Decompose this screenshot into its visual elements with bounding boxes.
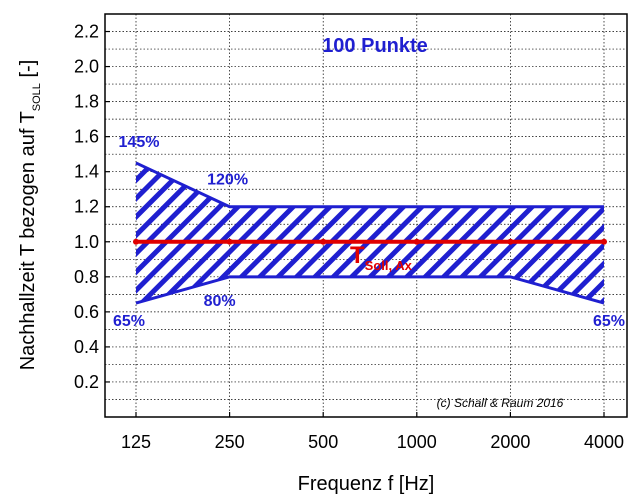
y-tick-label: 2.0 <box>74 57 99 77</box>
lower-bound-line <box>135 275 605 305</box>
y-tick-label: 1.6 <box>74 127 99 147</box>
percent-label: 145% <box>119 134 160 151</box>
y-tick-label: 0.2 <box>74 372 99 392</box>
tolerance-band <box>135 161 605 305</box>
x-tick-label: 500 <box>308 432 338 452</box>
reference-point <box>226 238 233 245</box>
y-tick-label: 0.4 <box>74 337 99 357</box>
x-tick-label: 2000 <box>490 432 530 452</box>
reference-point <box>507 238 514 245</box>
x-tick-label: 4000 <box>584 432 624 452</box>
y-tick-label: 1.0 <box>74 232 99 252</box>
reference-series <box>133 238 607 245</box>
chart-title: 100 Punkte <box>322 35 428 57</box>
y-tick-label: 0.8 <box>74 267 99 287</box>
x-axis-title: Frequenz f [Hz] <box>298 473 435 495</box>
x-tick-label: 1000 <box>397 432 437 452</box>
x-tick-label: 250 <box>215 432 245 452</box>
y-tick-label: 1.4 <box>74 162 99 182</box>
reference-point <box>601 238 607 245</box>
y-axis-title: Nachhallzeit T bezogen auf TSOLL [-] <box>17 60 43 371</box>
percent-label: 65% <box>593 313 625 330</box>
y-tick-label: 0.6 <box>74 302 99 322</box>
reference-label: TSoll, Ax <box>350 242 413 273</box>
reference-point <box>413 238 420 245</box>
y-tick-label: 1.2 <box>74 197 99 217</box>
axis-ticks: 125 250 500 1000 2000 4000 0.2 0.4 0.6 0.8 1.0 1.2 1… <box>74 22 624 452</box>
reference-point <box>133 238 139 245</box>
percent-label: 65% <box>113 313 145 330</box>
y-tick-label: 2.2 <box>74 22 99 42</box>
percent-label: 80% <box>204 293 236 310</box>
tolerance-band-fill <box>136 162 604 304</box>
y-tick-label: 1.8 <box>74 92 99 112</box>
x-tick-label: 125 <box>121 432 151 452</box>
grid <box>105 14 627 417</box>
reference-point <box>320 238 327 245</box>
copyright-note: (c) Schall & Raum 2016 <box>437 396 564 410</box>
percent-label: 120% <box>207 172 248 189</box>
upper-bound-line <box>135 161 604 209</box>
annotations: 145% 120% 80% 65% 65% <box>113 134 625 330</box>
